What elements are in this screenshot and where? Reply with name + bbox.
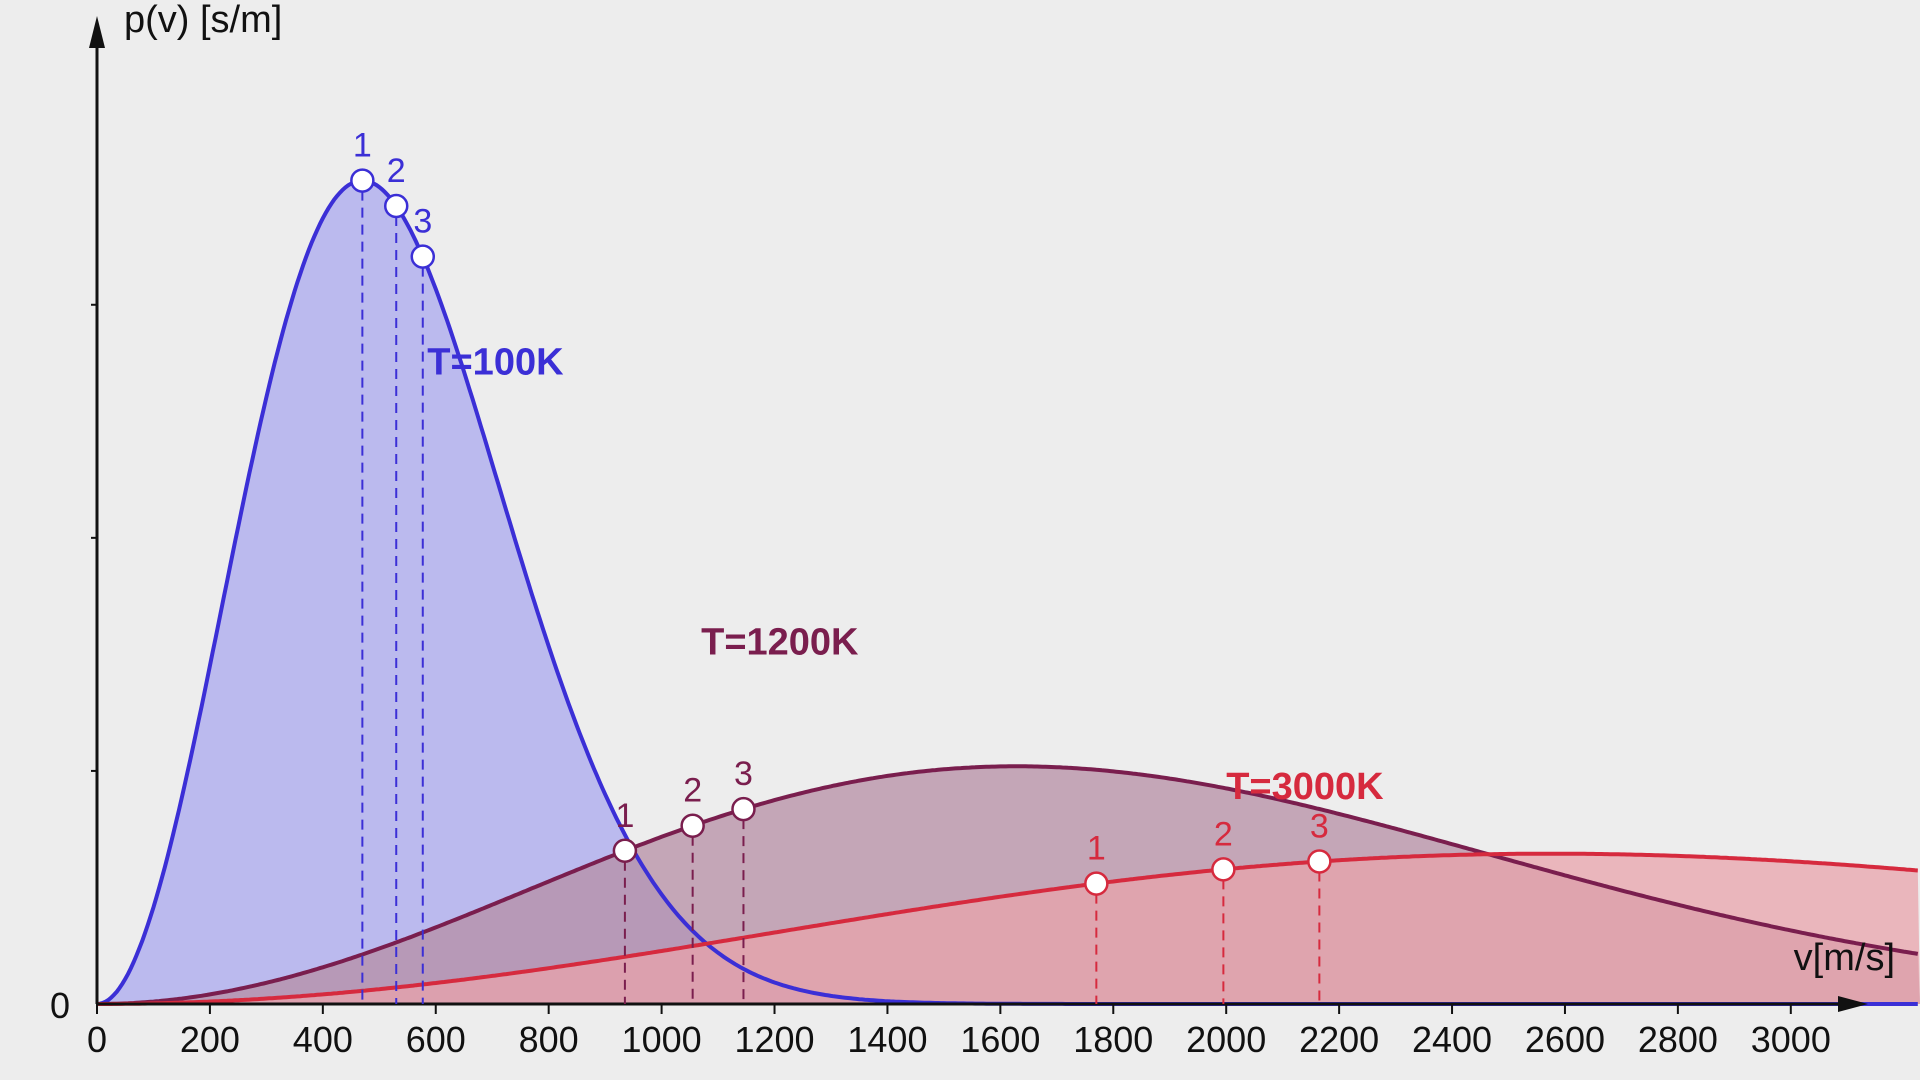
x-tick-label-2800: 2800 [1638, 1019, 1718, 1060]
series-fill-3000k [97, 853, 1920, 1004]
marker-label-1200k-2: 2 [683, 772, 702, 810]
x-tick-label-800: 800 [519, 1019, 579, 1060]
x-tick-label-2600: 2600 [1525, 1019, 1605, 1060]
x-tick-label-1000: 1000 [622, 1019, 702, 1060]
speed-marker-1200k-1 [612, 838, 638, 864]
series-fill-100k [97, 180, 1920, 1005]
x-tick-label-3000: 3000 [1751, 1019, 1831, 1060]
speed-marker-100k-2 [383, 193, 409, 219]
marker-label-3000k-2: 2 [1214, 815, 1233, 853]
marker-label-1200k-3: 3 [734, 755, 753, 793]
speed-marker-3000k-1 [1084, 871, 1109, 896]
x-tick-label-200: 200 [180, 1019, 240, 1060]
series-label-100k: T=100K [427, 342, 564, 384]
marker-label-100k-1: 1 [353, 127, 372, 165]
x-tick-label-2000: 2000 [1186, 1019, 1266, 1060]
y-axis-label: p(v) [s/m] [124, 0, 282, 41]
x-tick-label-400: 400 [293, 1019, 353, 1060]
x-tick-label-2200: 2200 [1299, 1019, 1379, 1060]
x-axis-label: v[m/s] [1794, 937, 1895, 979]
x-tick-label-1200: 1200 [734, 1019, 814, 1060]
y-origin-label: 0 [50, 985, 70, 1026]
marker-label-3000k-3: 3 [1310, 808, 1329, 846]
series-label-1200k: T=1200K [701, 621, 859, 663]
speed-marker-3000k-2 [1211, 857, 1236, 882]
series-line-3000k [97, 851, 1918, 1006]
x-tick-label-2400: 2400 [1412, 1019, 1492, 1060]
speed-marker-1200k-2 [680, 813, 705, 838]
x-tick-label-1800: 1800 [1073, 1019, 1153, 1060]
speed-marker-1200k-3 [731, 796, 756, 822]
marker-label-100k-3: 3 [413, 203, 432, 241]
x-tick-label-600: 600 [406, 1019, 466, 1060]
x-tick-label-1400: 1400 [847, 1019, 927, 1060]
axes [89, 16, 1868, 1014]
x-tick-label-1600: 1600 [960, 1019, 1040, 1060]
x-tick-label-0: 0 [87, 1019, 107, 1060]
series-line-1200k [97, 764, 1919, 1006]
x-axis-arrow-icon [1838, 996, 1868, 1012]
speed-markers [350, 168, 1332, 1004]
marker-label-1200k-1: 1 [615, 797, 634, 835]
speed-marker-100k-1 [350, 168, 375, 193]
series-label-3000k: T=3000K [1226, 766, 1384, 808]
speed-marker-3000k-3 [1307, 849, 1332, 874]
y-axis-arrow-icon [89, 16, 105, 48]
speed-marker-100k-3 [410, 244, 436, 269]
marker-label-3000k-1: 1 [1087, 830, 1106, 868]
marker-label-100k-2: 2 [387, 152, 406, 190]
series-fills [97, 180, 1920, 1005]
